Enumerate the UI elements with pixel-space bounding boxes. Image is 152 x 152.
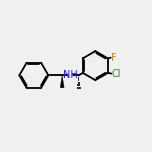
Text: NH: NH: [63, 70, 78, 80]
Text: F: F: [111, 53, 117, 63]
Text: Cl: Cl: [112, 69, 121, 79]
Polygon shape: [60, 75, 64, 88]
